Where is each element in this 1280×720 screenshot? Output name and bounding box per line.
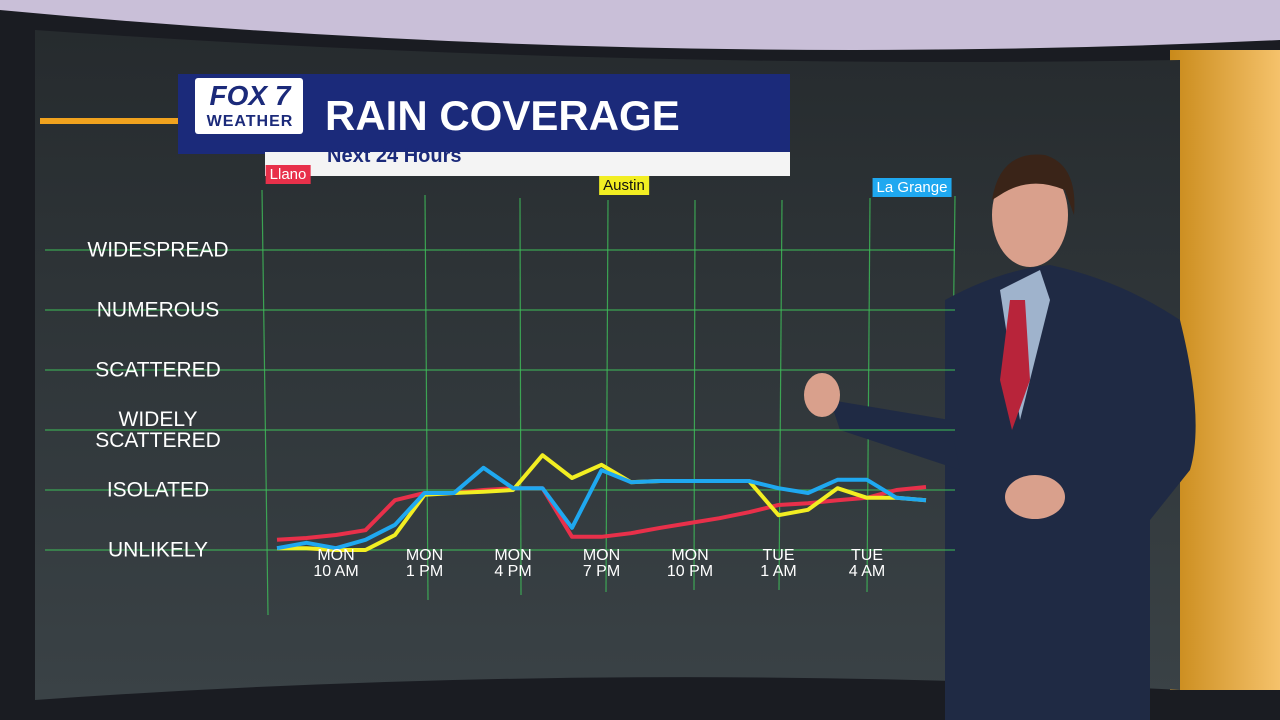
presenter	[804, 154, 1196, 720]
logo-box	[195, 78, 303, 134]
ceiling-light	[0, 0, 1280, 50]
title: RAIN COVERAGE	[325, 92, 680, 139]
legend-entry: La Grange	[872, 178, 952, 197]
x-tick-label: TUE 4 AM	[848, 547, 886, 580]
y-tick-label: SCATTERED	[95, 358, 221, 382]
series-line	[277, 453, 927, 552]
x-tick-label: TUE 1 AM	[760, 547, 797, 580]
accent-bar	[40, 118, 270, 124]
x-tick-label: MON 7 PM	[582, 547, 621, 580]
x-tick-label: MON 1 PM	[405, 547, 444, 580]
y-tick-label: UNLIKELY	[108, 538, 208, 562]
subtitle-band	[265, 152, 790, 176]
x-tick-label: MON 10 AM	[313, 547, 359, 580]
y-tick-label: WIDESPREAD	[87, 238, 229, 262]
y-tick-label: WIDELY SCATTERED	[95, 408, 221, 452]
x-tick-label: MON 10 PM	[666, 547, 714, 580]
logo-top: FOX 7	[209, 80, 291, 111]
logo-bottom: WEATHER	[206, 113, 294, 130]
series-line	[276, 465, 927, 551]
y-tick-label: NUMEROUS	[96, 298, 220, 322]
y-tick-label: ISOLATED	[106, 478, 210, 502]
legend-entry: Austin	[599, 176, 649, 195]
x-tick-label: MON 4 PM	[494, 547, 532, 580]
legend-entry: Llano	[265, 165, 311, 184]
subtitle: Next 24 Hours	[327, 145, 462, 167]
